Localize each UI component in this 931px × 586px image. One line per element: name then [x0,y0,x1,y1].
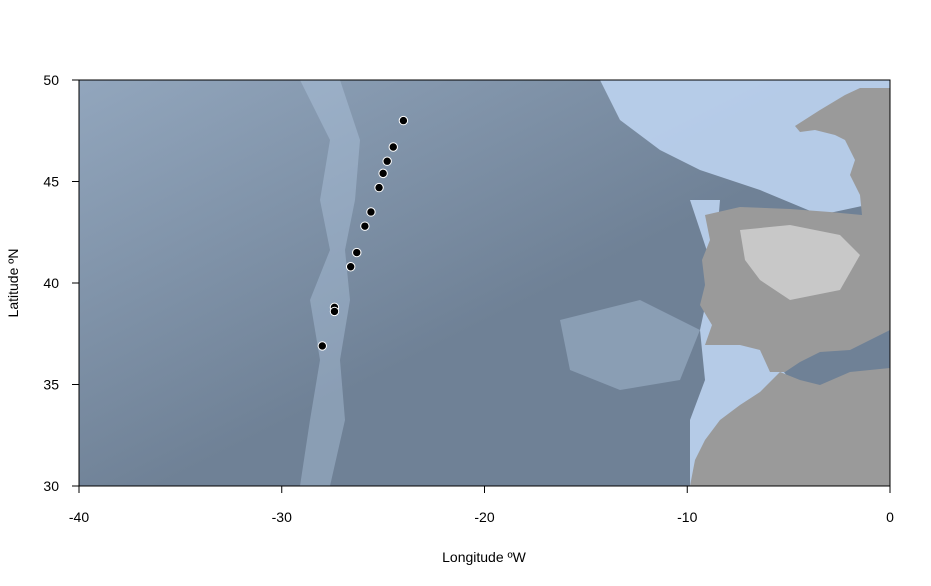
data-point [317,341,327,351]
y-tick-label: 35 [43,377,59,393]
y-tick-label: 40 [43,275,59,291]
x-axis: -40 -30 -20 -10 0 [69,485,894,525]
data-point [382,156,392,166]
data-point [378,168,388,179]
x-tick-label: -20 [474,509,494,525]
x-tick-label: -10 [677,509,697,525]
iberia-highlands [740,225,860,300]
y-axis-title: Latitude ºN [5,249,21,318]
x-tick-label: -30 [272,509,292,525]
data-point [388,142,398,152]
y-tick-label: 30 [43,478,59,494]
data-point [345,262,356,272]
data-point [360,221,370,231]
seamount-region [560,300,700,390]
land-france [795,88,890,215]
land-north-africa [690,368,890,486]
bathymetry-layer [79,80,890,486]
data-point [398,115,409,126]
data-points [317,115,409,351]
y-axis: 30 35 40 45 50 [43,72,80,494]
mid-atlantic-ridge [300,80,360,486]
y-tick-label: 45 [43,174,59,190]
x-axis-title: Longitude ºW [442,549,527,565]
data-point [366,207,376,217]
x-tick-label: -40 [69,509,89,525]
x-tick-label: 0 [886,509,894,525]
data-point [374,182,384,193]
data-point [352,247,362,258]
y-tick-label: 50 [43,72,59,88]
data-point [329,306,340,317]
